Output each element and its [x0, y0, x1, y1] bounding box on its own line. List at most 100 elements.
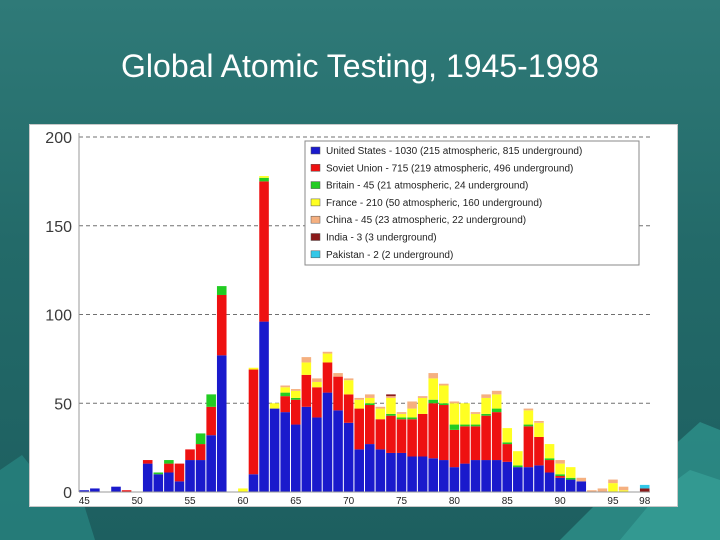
bar-segment	[375, 408, 386, 420]
bar-segment	[491, 390, 502, 395]
bar-segment	[491, 394, 502, 409]
bar-segment	[417, 413, 428, 457]
bar-segment	[534, 436, 544, 466]
bar-segment	[491, 460, 502, 492]
bar-segment	[407, 419, 417, 457]
bar-segment	[449, 403, 460, 425]
bar-segment	[312, 417, 322, 492]
bar-segment	[90, 488, 100, 492]
bar-segment	[322, 351, 333, 354]
legend-swatch	[310, 250, 321, 259]
x-tick-label: 65	[290, 496, 302, 507]
bar-segment	[449, 424, 460, 430]
bar-segment	[185, 449, 195, 461]
bar-segment	[386, 413, 396, 416]
bar-segment	[280, 412, 290, 493]
bar-segment	[333, 410, 343, 492]
bar-segment	[502, 442, 513, 445]
bar-segment	[544, 444, 555, 459]
legend-swatch	[310, 146, 321, 155]
x-tick-label: 55	[184, 496, 196, 507]
bar-segment	[407, 417, 417, 420]
bar-segment	[481, 394, 491, 398]
bar-segment	[523, 408, 534, 411]
legend-swatch	[310, 164, 321, 172]
x-tick-label: 45	[79, 496, 91, 507]
bar-segment	[301, 357, 312, 363]
bar-segment	[354, 399, 364, 409]
bar-segment	[269, 408, 280, 492]
bar-segment	[333, 373, 343, 377]
bar-segment	[470, 426, 481, 461]
bar-segment	[639, 488, 650, 492]
bar-segment	[460, 463, 470, 492]
bar-segment	[523, 467, 534, 492]
bar-segment	[460, 403, 470, 425]
bar-segment	[164, 463, 174, 473]
bar-segment	[333, 376, 343, 411]
legend-label: France - 210 (50 atmospheric, 160 underg…	[326, 198, 542, 209]
bar-segment	[618, 490, 629, 492]
bar-segment	[216, 286, 227, 295]
bar-segment	[481, 413, 491, 416]
bar-segment	[534, 422, 544, 437]
bar-segment	[449, 401, 460, 404]
bar-segment	[375, 406, 386, 409]
x-tick-label: 60	[237, 496, 249, 507]
bar-segment	[259, 321, 269, 492]
bar-segment	[428, 373, 439, 379]
y-tick-label: 50	[54, 396, 72, 413]
bar-segment	[439, 385, 449, 404]
bar-segment	[428, 458, 439, 492]
bar-segment	[555, 477, 565, 492]
bar-segment	[174, 481, 185, 492]
chart-frame: 0 50 100 150 200 45 50 55 60 65 70 75 80 85 90 95 98 Uni…	[29, 124, 678, 507]
bar-segment	[301, 374, 312, 407]
bar-segment	[354, 408, 364, 450]
legend-label: Pakistan - 2 (2 underground)	[326, 250, 453, 261]
bar-segment	[79, 490, 90, 492]
bar-segment	[185, 460, 195, 492]
bar-segment	[259, 176, 269, 178]
bar-segment	[322, 362, 333, 393]
legend: United States - 1030 (215 atmospheric, 8…	[304, 140, 640, 266]
bar-segment	[206, 435, 216, 492]
bar-segment	[312, 381, 322, 388]
bar-segment	[312, 378, 322, 382]
x-tick-label: 95	[607, 496, 619, 507]
bar-segment	[365, 397, 375, 404]
bar-segment	[386, 396, 396, 398]
bar-segment	[470, 413, 481, 425]
legend-swatch	[310, 198, 321, 207]
x-tick-label: 50	[132, 496, 144, 507]
bar-segment	[587, 490, 597, 492]
bar-segment	[565, 477, 576, 480]
bar-segment	[174, 463, 185, 482]
bar-segment	[206, 394, 216, 407]
bar-segment	[248, 369, 259, 475]
bar-segment	[280, 392, 290, 397]
bar-segment	[259, 177, 269, 182]
bar-segment	[502, 444, 513, 462]
x-tick-label: 85	[502, 496, 514, 507]
bar-segment	[396, 412, 407, 414]
bar-segment	[322, 353, 333, 363]
bar-segment	[343, 422, 354, 492]
bar-segment	[523, 424, 534, 427]
bar-segment	[544, 458, 555, 461]
bar-segment	[290, 397, 301, 400]
bar-segment	[534, 465, 544, 493]
bar-segment	[142, 463, 153, 492]
bar-segment	[555, 476, 565, 478]
bar-segment	[301, 406, 312, 492]
bar-segment	[481, 415, 491, 461]
bar-segment	[248, 367, 259, 370]
bar-segment	[502, 461, 513, 492]
bar-segment	[343, 378, 354, 381]
bar-segment	[439, 383, 449, 386]
x-tick-label: 90	[555, 496, 567, 507]
bar-segment	[164, 472, 174, 492]
bar-segment	[396, 452, 407, 492]
bar-segment	[375, 419, 386, 450]
bar-segment	[555, 460, 565, 464]
